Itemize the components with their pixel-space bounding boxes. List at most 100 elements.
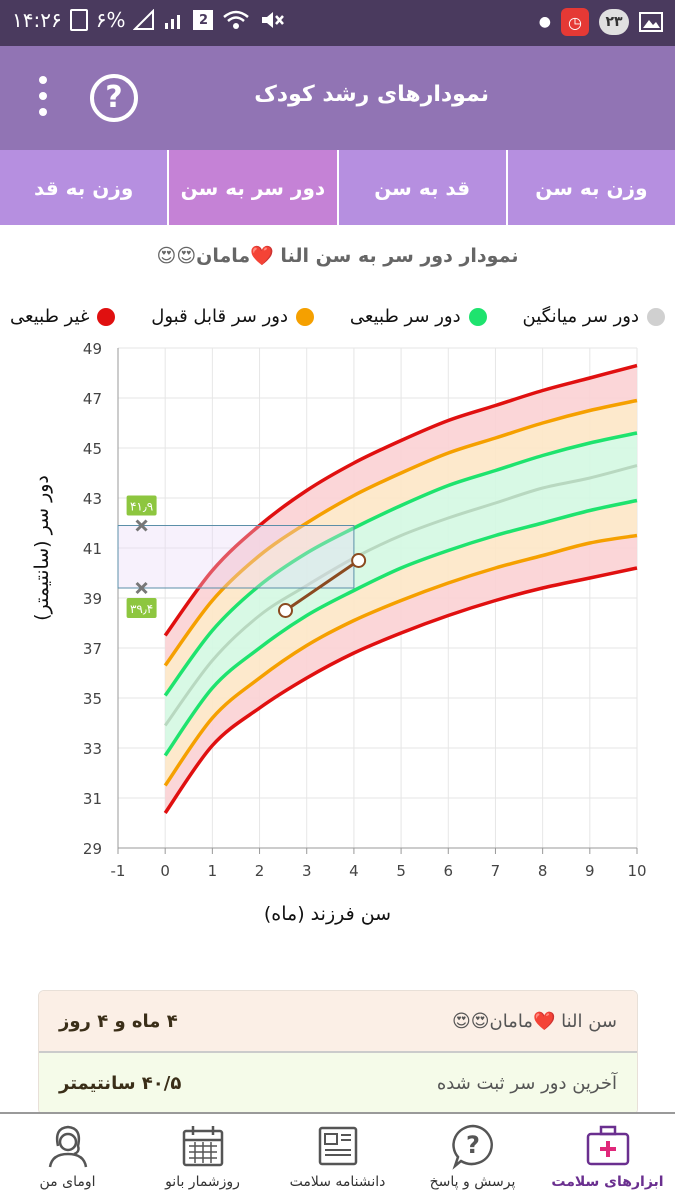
x-tick-label: 9 bbox=[585, 862, 595, 880]
tab-weight-for-height[interactable]: وزن به قد bbox=[34, 175, 134, 200]
age-label: سن النا ❤️مامان😍😍 bbox=[451, 1010, 617, 1032]
child-measure-line bbox=[284, 559, 360, 612]
x-tick-label: 1 bbox=[208, 862, 218, 880]
legend-abnormal-dot bbox=[97, 307, 116, 326]
range-high-label: ۴۱٫۹ bbox=[130, 500, 153, 514]
range-high-marker bbox=[135, 519, 148, 532]
last-measure-label: آخرین دور سر ثبت شده bbox=[436, 1073, 617, 1094]
band-fill bbox=[165, 500, 637, 786]
mute-icon bbox=[262, 12, 285, 28]
bottom-nav: ابزارهای سلامت ? پرسش و پاسخ دانشنامه سل… bbox=[0, 1112, 675, 1200]
more-options-icon[interactable] bbox=[36, 76, 50, 122]
y-tick-label: 49 bbox=[83, 340, 102, 358]
signal-bars-icon bbox=[165, 15, 181, 29]
battery-percent: ۶% bbox=[95, 8, 126, 32]
age-value: ۴ ماه و ۴ روز bbox=[59, 1010, 178, 1032]
legend-average: دور سر میانگین bbox=[522, 306, 665, 327]
status-time: ۱۴:۲۶ bbox=[12, 8, 62, 32]
series-line bbox=[163, 533, 638, 787]
y-tick-label: 41 bbox=[83, 540, 102, 558]
x-tick-label: 10 bbox=[627, 862, 646, 880]
medical-kit-icon bbox=[586, 1125, 629, 1166]
range-low-label: ۳۹٫۴ bbox=[130, 602, 153, 616]
nav-encyclopedia-label: دانشنامه سلامت bbox=[289, 1174, 386, 1190]
band-fill bbox=[165, 465, 637, 756]
status-bar: ۱۴:۲۶ ۶% 2 ● ◷ ۲۳ bbox=[0, 0, 675, 46]
tab-head-for-age[interactable]: دور سر به سن bbox=[167, 150, 337, 225]
calendar-icon bbox=[182, 1126, 223, 1167]
band-fill bbox=[165, 433, 637, 726]
tab-weight-for-age[interactable]: وزن به سن bbox=[505, 150, 675, 225]
legend-normal: دور سر طبیعی bbox=[350, 306, 487, 327]
x-tick-label: 8 bbox=[538, 862, 548, 880]
series-line bbox=[163, 464, 638, 727]
nav-questions-label: پرسش و پاسخ bbox=[429, 1174, 516, 1190]
legend-normal-dot bbox=[468, 307, 487, 326]
x-tick-label: 2 bbox=[255, 862, 265, 880]
x-tick-label: 7 bbox=[491, 862, 501, 880]
newspaper-icon bbox=[318, 1126, 357, 1166]
app-bar: ? نمودارهای رشد کودک bbox=[0, 46, 675, 150]
band-fill bbox=[165, 535, 637, 813]
y-tick-label: 37 bbox=[83, 640, 102, 658]
app-notification-icon: ◷ bbox=[561, 8, 589, 36]
last-measure-value: ۴۰/۵ سانتیمتر bbox=[59, 1073, 182, 1094]
legend-acceptable-dot bbox=[296, 307, 315, 326]
band-fill bbox=[165, 400, 637, 696]
legend-average-label: دور سر میانگین bbox=[522, 306, 640, 327]
x-tick-label: 3 bbox=[302, 862, 312, 880]
notification-count: ۲۳ bbox=[599, 9, 629, 35]
legend-normal-label: دور سر طبیعی bbox=[349, 306, 461, 327]
chart-legend: غیر طبیعی دور سر قابل قبول دور سر طبیعی … bbox=[10, 306, 665, 327]
help-icon[interactable]: ? bbox=[90, 74, 138, 122]
y-tick-label: 45 bbox=[83, 440, 102, 458]
tab-height-for-age[interactable]: قد به سن bbox=[336, 150, 506, 225]
info-card: سن النا ❤️مامان😍😍 ۴ ماه و ۴ روز آخرین دو… bbox=[38, 990, 638, 1115]
sim-badge: 2 bbox=[193, 10, 214, 30]
series-line bbox=[163, 398, 638, 667]
nav-my-profile[interactable]: اومای من bbox=[0, 1114, 135, 1200]
nav-health-tools-label: ابزارهای سلامت bbox=[551, 1174, 664, 1190]
y-tick-label: 35 bbox=[83, 690, 102, 708]
range-low-label-bg bbox=[126, 598, 157, 618]
legend-acceptable: دور سر قابل قبول bbox=[151, 306, 315, 327]
legend-abnormal: غیر طبیعی bbox=[10, 306, 116, 327]
range-high-label-bg bbox=[126, 495, 157, 516]
nav-my-profile-label: اومای من bbox=[39, 1174, 96, 1190]
signal-icon bbox=[133, 9, 155, 30]
y-axis-label: دور سر (سانتیمتر) bbox=[31, 475, 53, 621]
page-title: نمودارهای رشد کودک bbox=[254, 82, 489, 107]
chart-title: نمودار دور سر به سن النا ❤️مامان😍😍 bbox=[156, 245, 519, 267]
legend-average-dot bbox=[647, 307, 665, 326]
nav-calendar-label: روزشمار بانو bbox=[165, 1174, 240, 1190]
head-circumference-chart[interactable]: -1 0 1 2 3 4 5 6 7 8 9 102931333537394143454749۴۱٫۹… bbox=[0, 330, 675, 950]
battery-icon bbox=[69, 9, 88, 31]
nav-health-tools[interactable]: ابزارهای سلامت bbox=[540, 1114, 675, 1200]
y-tick-label: 43 bbox=[83, 490, 102, 508]
range-low-marker bbox=[135, 581, 148, 595]
x-tick-label: 0 bbox=[160, 862, 170, 880]
band-fill bbox=[165, 365, 637, 666]
nav-encyclopedia[interactable]: دانشنامه سلامت bbox=[270, 1114, 405, 1200]
x-tick-label: -1 bbox=[111, 862, 126, 880]
chart-tabs: وزن به سن قد به سن دور سر به سن وزن به ق… bbox=[0, 150, 675, 225]
nav-questions[interactable]: ? پرسش و پاسخ bbox=[405, 1114, 540, 1200]
woman-avatar-icon bbox=[48, 1125, 87, 1168]
x-tick-label: 6 bbox=[443, 862, 453, 880]
y-tick-label: 47 bbox=[83, 390, 102, 408]
y-tick-label: 39 bbox=[83, 590, 102, 608]
legend-abnormal-label: غیر طبیعی bbox=[10, 306, 90, 327]
dot-icon: ● bbox=[538, 14, 551, 30]
series-line bbox=[163, 363, 638, 637]
child-measure-point bbox=[351, 553, 367, 568]
child-measure-point bbox=[277, 603, 293, 618]
series-line bbox=[163, 566, 638, 815]
svg-text:?: ? bbox=[466, 1131, 480, 1159]
age-row: سن النا ❤️مامان😍😍 ۴ ماه و ۴ روز bbox=[39, 991, 637, 1053]
x-tick-label: 5 bbox=[396, 862, 406, 880]
legend-acceptable-label: دور سر قابل قبول bbox=[151, 306, 289, 327]
nav-calendar[interactable]: روزشمار بانو bbox=[135, 1114, 270, 1200]
range-box bbox=[117, 525, 355, 589]
y-tick-label: 33 bbox=[83, 740, 102, 758]
series-line bbox=[163, 431, 638, 697]
